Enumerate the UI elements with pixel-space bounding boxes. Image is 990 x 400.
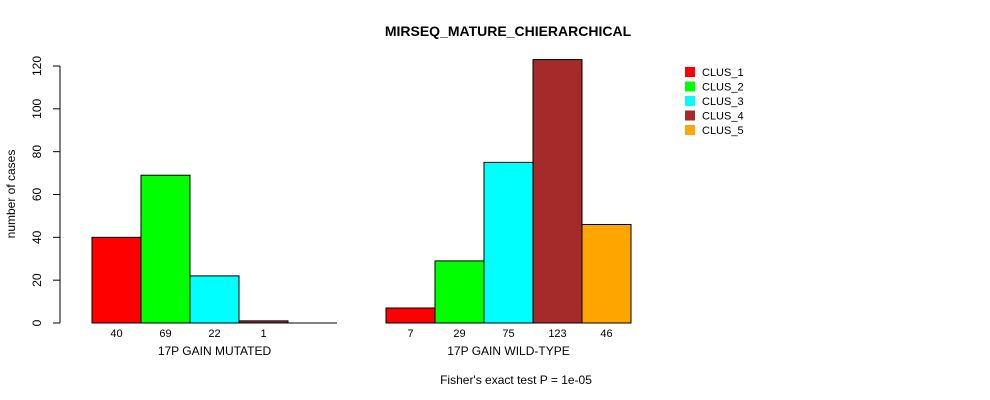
bar-value-label: 46 <box>600 328 612 340</box>
y-tick-label: 120 <box>30 56 44 76</box>
bar-clus-1 <box>385 307 436 324</box>
bar-clus-4 <box>532 59 583 324</box>
legend-label: CLUS_4 <box>702 111 744 123</box>
legend-label: CLUS_1 <box>702 67 744 79</box>
footnote: Fisher's exact test P = 1e-05 <box>440 373 592 387</box>
y-axis-label: number of cases <box>4 150 18 239</box>
legend-swatch <box>685 110 695 121</box>
bar-value-label: 123 <box>548 328 566 340</box>
legend-swatch <box>685 67 695 77</box>
y-tick-label: 80 <box>30 145 44 159</box>
bar-clus-1 <box>91 236 142 324</box>
bar-value-label: 29 <box>453 328 465 340</box>
y-axis: 0 20 40 60 80 100 120 <box>30 56 61 326</box>
legend-swatch <box>685 81 695 92</box>
bar-clus-3 <box>483 161 534 324</box>
legend-label: CLUS_5 <box>702 125 744 137</box>
legend-swatch <box>685 96 695 106</box>
bar-clus-3 <box>189 275 240 324</box>
legend-swatch <box>685 125 695 135</box>
y-tick-label: 100 <box>30 99 44 119</box>
legend: CLUS_1 CLUS_2 CLUS_3 CLUS_4 CLUS_5 <box>685 67 744 137</box>
group-label: 17P GAIN MUTATED <box>158 344 272 358</box>
bar-value-label: 7 <box>407 328 413 340</box>
bar-value-label: 40 <box>110 328 122 340</box>
y-tick-label: 0 <box>30 319 44 326</box>
legend-label: CLUS_3 <box>702 96 744 108</box>
bar-value-label: 1 <box>260 328 266 340</box>
bars: 40 69 22 1 17P GAIN MUTATED 7 29 75 123 46 17P GAI… <box>91 59 632 358</box>
group-label: 17P GAIN WILD-TYPE <box>447 344 569 358</box>
bar-clus-5 <box>581 223 632 324</box>
legend-label: CLUS_2 <box>702 82 744 94</box>
bar-clus-2 <box>434 260 485 324</box>
bar-value-label: 22 <box>208 328 220 340</box>
y-tick-label: 40 <box>30 230 44 244</box>
bar-value-label: 69 <box>159 328 171 340</box>
bar-value-label: 75 <box>502 328 514 340</box>
chart-title: MIRSEQ_MATURE_CHIERARCHICAL <box>385 23 632 39</box>
y-tick-label: 20 <box>30 273 44 287</box>
bar-clus-2 <box>140 174 191 324</box>
y-tick-label: 60 <box>30 188 44 202</box>
